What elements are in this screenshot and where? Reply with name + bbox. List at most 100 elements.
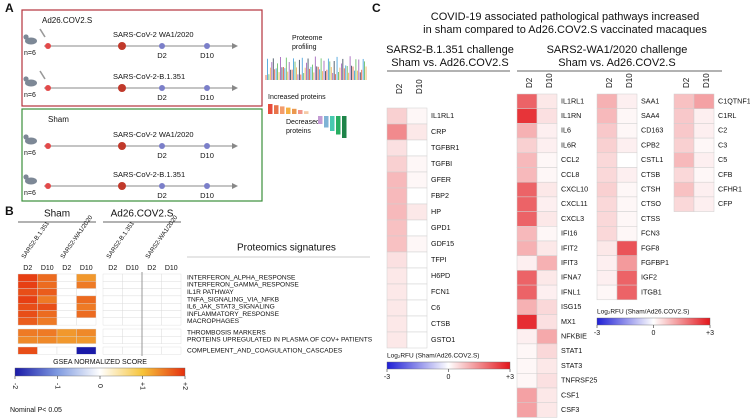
heatmap-cell: [76, 281, 97, 289]
heatmap-cell: [161, 273, 182, 282]
heatmap-cell: [536, 270, 558, 286]
heatmap-cell: [693, 152, 715, 168]
heatmap-cell: [536, 255, 558, 271]
heatmap-cell: [693, 93, 715, 109]
colorbar-label: Log₂RFU (Sham/Ad26.COV2.S): [387, 353, 479, 360]
heatmap-cell: [516, 328, 538, 345]
gene-label: IFNL1: [561, 287, 581, 296]
heatmap-cell: [386, 219, 408, 237]
colorbar-tick-label: 0: [96, 384, 103, 388]
group-size: n=6: [24, 190, 36, 197]
gene-label: CFP: [718, 199, 733, 208]
heatmap-cell: [516, 196, 538, 212]
heatmap-cell: [102, 346, 123, 355]
heatmap-cell: [516, 226, 538, 242]
heatmap-cell: [596, 137, 618, 154]
heatmap-cell: [596, 196, 618, 212]
day-label: D10: [200, 51, 214, 60]
group-box: [21, 9, 263, 107]
increased-bar: [292, 108, 297, 114]
heatmap-cell: [141, 317, 162, 326]
heatmap-cell: [37, 303, 58, 311]
heatmap-cell: [102, 310, 123, 319]
colorbar-label: GSEA NORMALIZED SCORE: [53, 359, 147, 366]
group-name: Sham: [48, 115, 69, 124]
profiling-label: Proteome: [292, 35, 322, 42]
heatmap-cell: [141, 303, 162, 311]
heatmap-cell: [516, 93, 538, 109]
heatmap-cell: [161, 317, 182, 326]
colorbar-tick-label: -3: [594, 330, 600, 337]
heatmap-cell: [536, 284, 558, 301]
heatmap-cell: [536, 402, 558, 418]
day-label: D10: [41, 265, 54, 272]
signature-label: TNFA_SIGNALING_VIA_NFKB: [187, 296, 280, 303]
gene-label: IL6: [561, 126, 571, 135]
day-label: D10: [80, 265, 93, 272]
heatmap-cell: [673, 108, 695, 124]
heatmap-cell: [596, 123, 618, 139]
heatmap-cell: [17, 346, 38, 355]
figure-title: in sham compared to Ad26.COV2.S vaccinat…: [423, 24, 707, 36]
day-label: D10: [545, 73, 554, 88]
heatmap-cell: [122, 336, 143, 344]
heatmap-cell: [37, 328, 58, 337]
gene-label: MX1: [561, 317, 576, 326]
heatmap-cell: [616, 270, 638, 286]
day-label: D2: [157, 151, 167, 160]
gene-label: IFIT3: [561, 258, 578, 267]
colorbar-tick-label: +3: [706, 330, 714, 337]
heatmap-cell: [596, 108, 618, 124]
heatmap-cell: [516, 181, 538, 198]
increased-bar: [268, 104, 273, 114]
gene-label: NFKBIE: [561, 331, 587, 340]
group-name: Ad26.COV2.S: [111, 209, 174, 220]
heatmap-cell: [536, 299, 558, 315]
heatmap-cell: [596, 211, 618, 227]
gene-label: CSF1: [561, 390, 579, 399]
heatmap-cell: [596, 284, 618, 301]
challenge-label: SARS-CoV-2-B.1.351: [113, 72, 185, 81]
monkey-icon: [23, 174, 29, 180]
heatmap-cell: [141, 281, 162, 289]
heatmap-cell: [56, 273, 77, 282]
heatmap-cell: [406, 267, 428, 285]
day-label: D10: [200, 93, 214, 102]
heatmap-cell: [516, 255, 538, 271]
heatmap-cell: [122, 303, 143, 311]
gene-label: CTSS: [641, 214, 660, 223]
signature-label: INTERFERON_ALPHA_RESPONSE: [187, 274, 296, 281]
heatmap-cell: [56, 295, 77, 304]
gene-label: C2: [718, 126, 727, 135]
gene-label: IFNA7: [561, 273, 581, 282]
heatmap-cell: [386, 139, 408, 157]
day-label: D10: [702, 73, 711, 88]
gene-label: IL1RL1: [431, 111, 454, 120]
heatmap-cell: [386, 171, 408, 189]
heatmap-cell: [122, 346, 143, 355]
heatmap-cell: [673, 152, 695, 168]
heatmap-cell: [516, 373, 538, 389]
virus-icon: [118, 142, 126, 150]
heatmap-cell: [37, 346, 58, 355]
group-size: n=6: [24, 50, 36, 57]
heatmap-cell: [536, 181, 558, 198]
heatmap-cell: [406, 123, 428, 141]
gene-label: CSTL1: [641, 155, 663, 164]
heatmap-cell: [616, 137, 638, 154]
heatmap-cell: [536, 387, 558, 403]
heatmap-cell: [406, 283, 428, 301]
heatmap-cell: [406, 331, 428, 349]
decreased-bar: [324, 116, 329, 128]
day-label: D2: [108, 265, 117, 272]
colorbar: [596, 317, 711, 326]
gene-label: FCN3: [641, 229, 660, 238]
heatmap-cell: [17, 303, 38, 311]
colorbar-tick-label: -2: [11, 383, 18, 389]
colorbar-label: Log₂RFU (Sham/Ad26.COV2.S): [597, 309, 689, 316]
panel-label: A: [5, 1, 14, 15]
syringe-icon: [39, 28, 46, 38]
heatmap-cell: [122, 288, 143, 297]
heatmap-cell: [536, 328, 558, 345]
heatmap-cell: [141, 295, 162, 304]
